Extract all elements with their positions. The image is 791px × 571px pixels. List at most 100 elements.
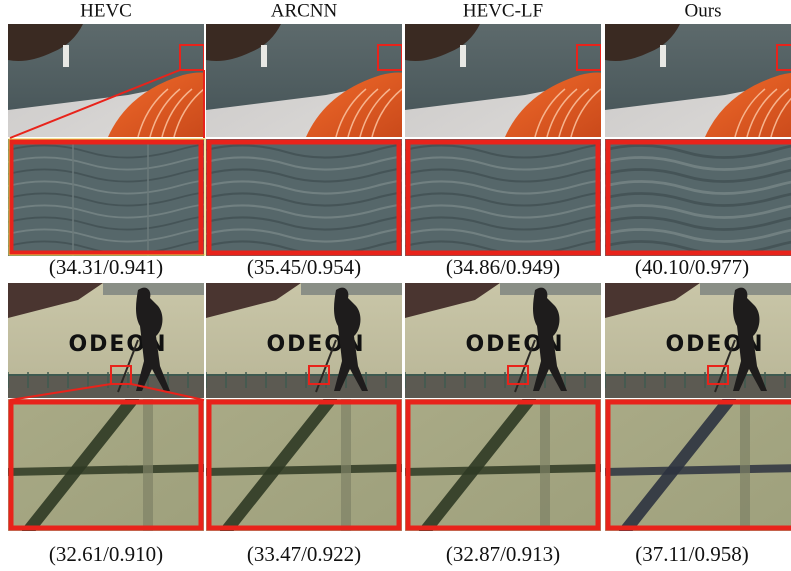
person [334, 287, 368, 391]
image-cell [405, 24, 601, 137]
wave [206, 227, 402, 243]
salmon-stripe [534, 88, 566, 137]
zoom-border [206, 139, 402, 256]
street [206, 375, 402, 398]
wave [605, 204, 791, 219]
roof [605, 283, 700, 318]
sky [500, 283, 601, 295]
image-cell [206, 399, 402, 531]
image-cell [605, 399, 791, 531]
roi-box [776, 44, 791, 71]
wave [405, 227, 601, 243]
image-cell: ODEON [206, 283, 402, 398]
zoom-border [8, 139, 204, 256]
salmon-stripe [149, 88, 181, 137]
pole [419, 399, 536, 531]
sky [301, 283, 402, 295]
wave [605, 144, 791, 159]
column-header: ARCNN [271, 0, 338, 21]
wave [8, 227, 204, 243]
salmon-stripe [558, 88, 590, 137]
wave [206, 203, 402, 219]
metric-caption: (35.45/0.954) [247, 255, 361, 279]
hand [405, 24, 480, 61]
rail-h [405, 464, 601, 476]
metric-caption: (34.86/0.949) [446, 255, 560, 279]
zoom-border [605, 139, 791, 256]
hand [206, 24, 281, 61]
street [405, 375, 601, 398]
connector [130, 383, 205, 401]
wave [605, 192, 791, 207]
rail-h [8, 464, 204, 476]
salmon-stripe [734, 88, 766, 137]
roi-box [707, 365, 729, 385]
wave [8, 203, 204, 219]
salmon-stripe [758, 88, 790, 137]
roi-box [110, 365, 132, 385]
roof [8, 283, 103, 318]
image-cell [206, 139, 402, 256]
connector [9, 69, 181, 139]
roi-box [179, 44, 204, 71]
roi-box [308, 365, 330, 385]
metric-caption: (40.10/0.977) [635, 255, 749, 279]
salmon-stripe [546, 88, 578, 137]
image-cell [605, 139, 791, 256]
rail-h [206, 464, 402, 476]
wave [206, 167, 402, 183]
column-header: HEVC [80, 0, 132, 21]
metric-caption: (32.87/0.913) [446, 542, 560, 566]
roof [206, 283, 301, 318]
hand [8, 24, 83, 61]
image-cell [8, 24, 204, 137]
person [733, 287, 767, 391]
column-header: Ours [685, 0, 722, 21]
person [136, 287, 170, 391]
pole [220, 399, 337, 531]
image-cell [8, 399, 204, 531]
salmon-stripe [770, 97, 791, 137]
wave [405, 203, 601, 219]
image-cell: ODEON [605, 283, 791, 398]
knife-glint [63, 45, 69, 67]
wave [605, 180, 791, 195]
roi-box [507, 365, 529, 385]
knife-glint [460, 45, 466, 67]
wave [206, 155, 402, 171]
wave [206, 143, 402, 159]
image-cell [8, 139, 204, 256]
metric-caption: (32.61/0.910) [49, 542, 163, 566]
wave [8, 215, 204, 231]
wave [405, 179, 601, 195]
pole [22, 399, 139, 531]
wave [206, 179, 402, 195]
image-cell [605, 24, 791, 137]
zoom-border [206, 399, 402, 531]
wave [405, 215, 601, 231]
image-cell [405, 139, 601, 256]
zoom-border [405, 139, 601, 256]
wave [605, 156, 791, 171]
knife-glint [660, 45, 666, 67]
rail-h [605, 464, 791, 476]
roi-box [377, 44, 402, 71]
zoom-border [605, 399, 791, 531]
wave [605, 228, 791, 243]
image-cell [206, 24, 402, 137]
salmon-stripe [371, 88, 402, 137]
wave [8, 143, 204, 159]
salmon-stripe [359, 88, 391, 137]
sky [103, 283, 204, 295]
wave [605, 168, 791, 183]
hand [605, 24, 680, 61]
image-cell: ODEON [405, 283, 601, 398]
zoom-border [8, 399, 204, 531]
wave [605, 216, 791, 231]
salmon-stripe [161, 88, 193, 137]
wave [206, 191, 402, 207]
wave [405, 191, 601, 207]
salmon-stripe [335, 88, 367, 137]
salmon [705, 72, 791, 137]
